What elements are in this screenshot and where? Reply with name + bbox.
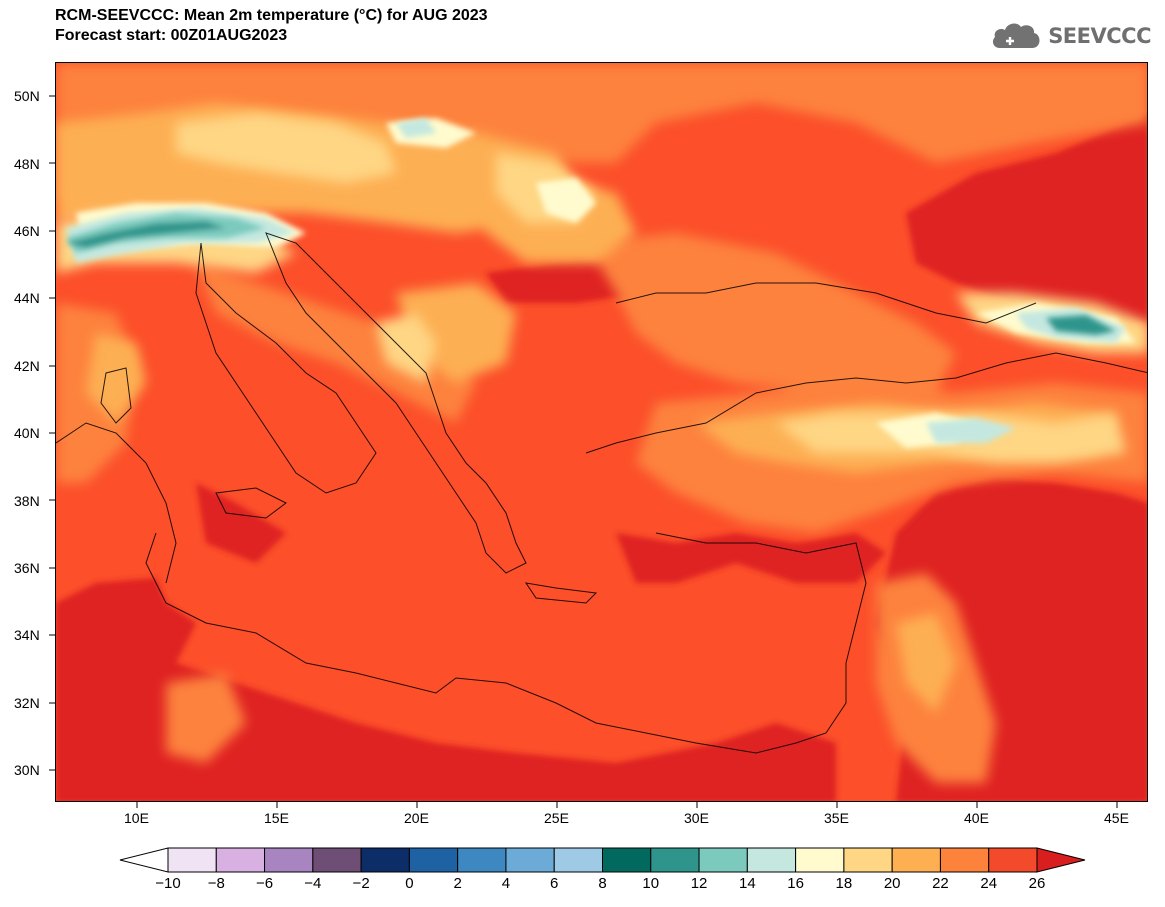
colorbar-cell bbox=[167, 847, 217, 873]
seevccc-logo: SEEVCCC bbox=[990, 18, 1151, 54]
lat-tick-46N: 46N bbox=[14, 223, 40, 239]
temperature-map bbox=[55, 62, 1148, 802]
lon-tick-20E: 20E bbox=[404, 810, 429, 826]
colorbar-label: 0 bbox=[405, 875, 414, 892]
forecast-start: Forecast start: 00Z01AUG2023 bbox=[55, 27, 288, 44]
colorbar-cell bbox=[505, 847, 555, 873]
colorbar-cell bbox=[312, 847, 362, 873]
colorbar-label: 20 bbox=[883, 875, 901, 892]
colorbar-cell bbox=[457, 847, 507, 873]
lon-tick-15E: 15E bbox=[264, 810, 289, 826]
colorbar-label: −10 bbox=[155, 875, 181, 892]
colorbar-cell bbox=[795, 847, 845, 873]
colorbar-label: 26 bbox=[1028, 875, 1046, 892]
colorbar-label: 10 bbox=[642, 875, 660, 892]
colorbar-label: 24 bbox=[980, 875, 998, 892]
colorbar-cell bbox=[939, 847, 990, 873]
map-canvas bbox=[56, 63, 1147, 801]
lon-tick-25E: 25E bbox=[544, 810, 569, 826]
lon-tick-10E: 10E bbox=[124, 810, 149, 826]
colorbar-label: −8 bbox=[207, 875, 225, 892]
lat-tick-30N: 30N bbox=[14, 762, 40, 778]
lat-tick-42N: 42N bbox=[14, 358, 40, 374]
colorbar-cell bbox=[602, 847, 652, 873]
colorbar-cell bbox=[988, 847, 1038, 873]
colorbar-label: 16 bbox=[787, 875, 804, 892]
colorbar-cell bbox=[698, 847, 748, 873]
colorbar-label: −2 bbox=[352, 875, 370, 892]
colorbar-label: 8 bbox=[598, 875, 607, 892]
colorbar-cell bbox=[408, 847, 459, 873]
logo-text: SEEVCCC bbox=[1048, 24, 1151, 48]
colorbar-label: 14 bbox=[738, 875, 756, 892]
colorbar-label: 6 bbox=[550, 875, 559, 892]
lat-tick-50N: 50N bbox=[14, 88, 40, 104]
colorbar-label: −4 bbox=[304, 875, 322, 892]
lat-tick-40N: 40N bbox=[14, 425, 40, 441]
colorbar-cell bbox=[746, 847, 797, 873]
lat-tick-48N: 48N bbox=[14, 156, 40, 172]
lon-tick-40E: 40E bbox=[964, 810, 989, 826]
lon-tick-30E: 30E bbox=[684, 810, 709, 826]
cloud-icon bbox=[993, 23, 1040, 48]
lon-tick-35E: 35E bbox=[824, 810, 849, 826]
page-title: RCM-SEEVCCC: Mean 2m temperature (°C) fo… bbox=[55, 7, 488, 24]
colorbar-label: 12 bbox=[690, 875, 708, 892]
colorbar-cell bbox=[360, 847, 410, 873]
lat-tick-36N: 36N bbox=[14, 560, 40, 576]
colorbar-label: −6 bbox=[255, 875, 274, 892]
colorbar-label: 4 bbox=[501, 875, 511, 892]
colorbar-cell bbox=[215, 847, 266, 873]
colorbar-label: 22 bbox=[932, 875, 949, 892]
lat-tick-34N: 34N bbox=[14, 627, 40, 643]
colorbar-cell bbox=[891, 847, 941, 873]
colorbar-cell-above-max bbox=[1036, 847, 1086, 873]
colorbar-cell bbox=[553, 847, 604, 873]
lon-tick-45E: 45E bbox=[1104, 810, 1129, 826]
lat-tick-32N: 32N bbox=[14, 695, 40, 711]
colorbar-label: 2 bbox=[453, 875, 462, 892]
colorbar-cell bbox=[650, 847, 700, 873]
colorbar-label: 18 bbox=[835, 875, 853, 892]
colorbar-cell-below-min bbox=[119, 847, 169, 873]
colorbar-cell bbox=[264, 847, 314, 873]
lat-tick-44N: 44N bbox=[14, 290, 40, 306]
lat-tick-38N: 38N bbox=[14, 493, 40, 509]
colorbar-cell bbox=[843, 847, 893, 873]
